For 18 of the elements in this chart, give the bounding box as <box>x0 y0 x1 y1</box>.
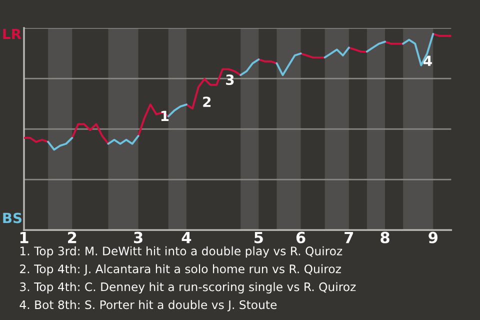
x-tick-label: 7 <box>344 232 354 244</box>
x-tick-label: 3 <box>134 232 142 244</box>
text: 2. Top 4th: J. Alcantara hit a solo home run vs R. Quiroz <box>20 264 341 276</box>
annotation: 4 <box>424 56 432 66</box>
x-tick-label: 6 <box>296 232 306 244</box>
x-tick-label: 8 <box>380 232 390 244</box>
x-tick-label: 4 <box>182 232 192 244</box>
text: BS <box>3 212 22 224</box>
x-tick-label: 2 <box>68 232 76 244</box>
x-tick-label: 9 <box>428 232 438 244</box>
text: 4. Bot 8th: S. Porter hit a double vs J. Stoute <box>20 300 277 312</box>
text: 3. Top 4th: C. Denney hit a run-scoring single vs R. Quiroz <box>20 282 356 294</box>
x-tick-label: 5 <box>254 232 263 244</box>
annotation: 2 <box>203 96 211 107</box>
annotation: 3 <box>226 74 234 85</box>
x-tick-label: 1 <box>20 232 28 244</box>
text: 1. Top 3rd: M. DeWitt hit into a double play vs R. Quiroz <box>20 246 342 258</box>
text: LR <box>3 28 22 40</box>
